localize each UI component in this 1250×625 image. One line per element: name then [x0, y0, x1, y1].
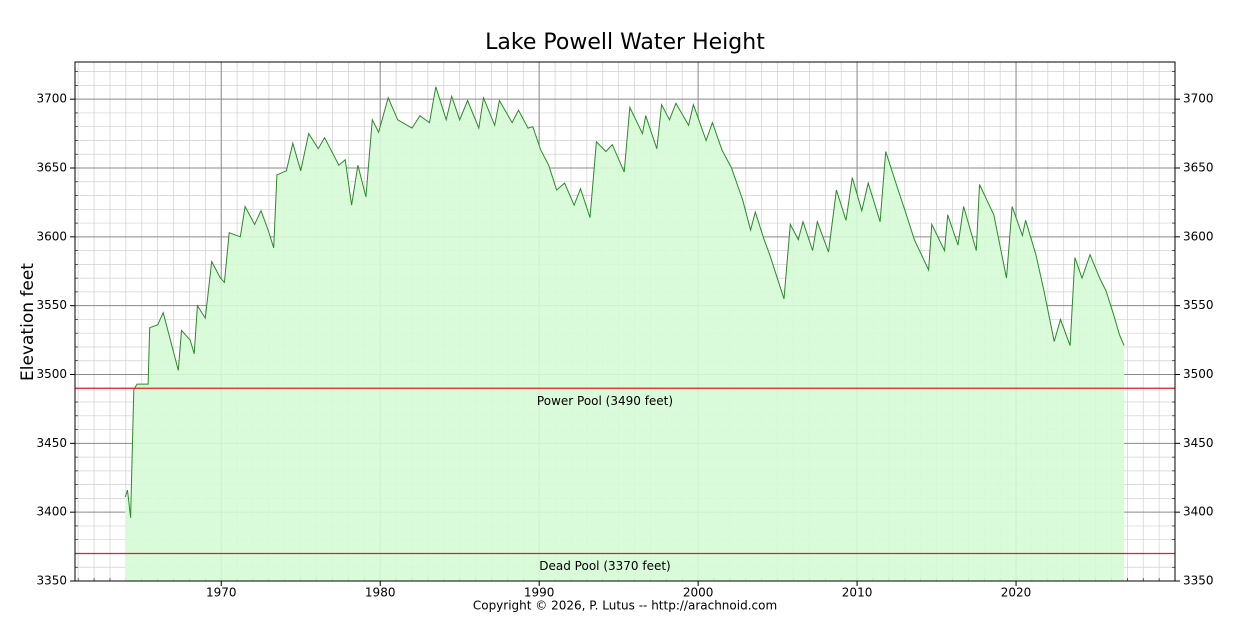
- y2-tick-label: 3600: [1183, 229, 1214, 243]
- y2-tick-label: 3650: [1183, 161, 1214, 175]
- y2-tick-label: 3450: [1183, 436, 1214, 450]
- footer: Copyright © 2026, P. Lutus -- http://ara…: [473, 599, 777, 613]
- y2-tick-label: 3500: [1183, 367, 1214, 381]
- area-fill: [125, 86, 1125, 582]
- y-tick-label: 3550: [36, 298, 67, 312]
- line: [124, 86, 1125, 518]
- y-tick-label: 3350: [36, 574, 67, 588]
- y2-tick-label: 3700: [1183, 92, 1214, 106]
- x-tick-label: 1980: [365, 586, 396, 600]
- x-tick-label: 2010: [842, 586, 873, 600]
- y-axis-label: Elevation feet: [18, 263, 38, 381]
- y-tick-label: 3700: [36, 92, 67, 106]
- y-tick-label: 3650: [36, 161, 67, 175]
- chart-title: Lake Powell Water Height: [485, 30, 765, 55]
- x-tick-label: 1970: [206, 586, 237, 600]
- reference-label: Power Pool (3490 feet): [537, 394, 673, 408]
- y2-tick-label: 3400: [1183, 505, 1214, 519]
- y-tick-label: 3600: [36, 229, 67, 243]
- y2-tick-label: 3350: [1183, 574, 1214, 588]
- y-tick-label: 3450: [36, 436, 67, 450]
- plot-frame: [74, 61, 1176, 582]
- y-tick-label: 3500: [36, 367, 67, 381]
- x-tick-label: 2020: [1001, 586, 1032, 600]
- y2-tick-label: 3550: [1183, 298, 1214, 312]
- reference-label: Dead Pool (3370 feet): [539, 559, 670, 573]
- x-tick-label: 1990: [524, 586, 555, 600]
- y-tick-label: 3400: [36, 505, 67, 519]
- x-tick-label: 2000: [683, 586, 714, 600]
